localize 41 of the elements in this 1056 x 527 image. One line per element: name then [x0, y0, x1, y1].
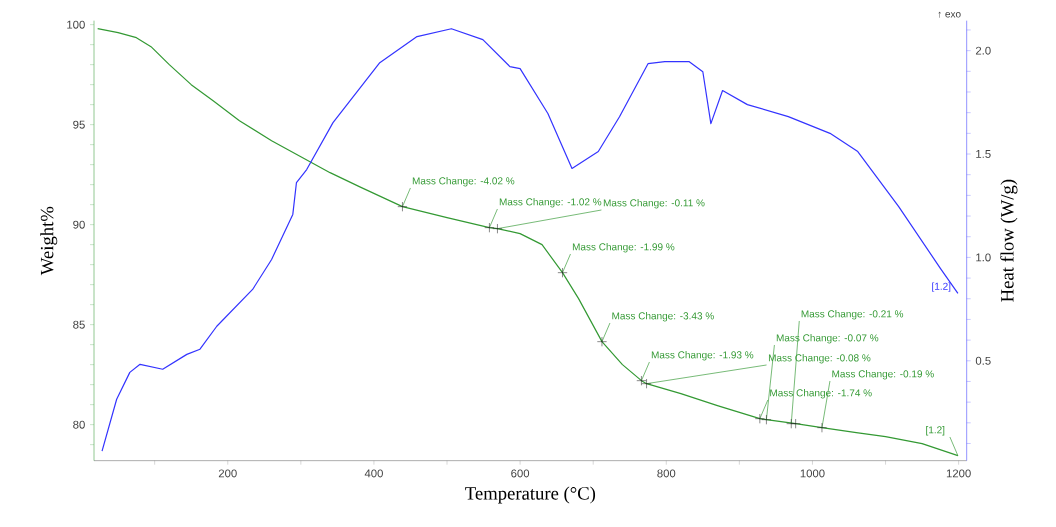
y2-tick-label: 1.5: [976, 150, 991, 159]
y-axis-title: Weight%: [40, 206, 58, 276]
y-tick-label: 90: [73, 220, 85, 229]
x-tick-label: 200: [218, 469, 237, 478]
point: [790, 418, 801, 429]
point: [492, 223, 503, 234]
point: [397, 201, 408, 212]
x-tick-label: 400: [364, 469, 383, 478]
y2-tick-label: 2.0: [975, 46, 991, 55]
annotation: Mass Change: -1.93 %: [651, 351, 754, 361]
y2-axis-title: Heat flow (W/g): [1000, 179, 1018, 302]
annotation: [1.2]: [932, 282, 951, 292]
annotation: [1.2]: [926, 426, 945, 436]
x-axis-title: Temperature (°C): [465, 486, 596, 504]
y2-tick-label: 1.0: [976, 253, 991, 262]
annotation: Mass Change: -0.21 %: [801, 310, 904, 320]
y-tick-label: 95: [73, 120, 85, 129]
annotation: Mass Change: -0.08 %: [768, 354, 871, 364]
annotation: Mass Change: -0.07 %: [776, 334, 879, 344]
point: [484, 222, 495, 233]
point: [557, 267, 568, 278]
annotation: Mass Change: -0.11 %: [603, 199, 705, 209]
annotation: Mass Change: -1.99 %: [572, 243, 675, 253]
y-tick-label: 100: [67, 20, 85, 29]
y-tick-label: 85: [73, 320, 85, 329]
annotation: Mass Change: -1.74 %: [770, 389, 872, 399]
annotation: Mass Change: -4.02 %: [412, 177, 515, 187]
text: ↑ exo: [938, 11, 961, 18]
point: [754, 413, 765, 424]
annotation: Mass Change: -1.02 %: [499, 198, 602, 208]
annotation: Mass Change: -0.19 %: [832, 370, 934, 380]
point: [597, 336, 607, 347]
x-tick-label: 800: [657, 469, 676, 478]
y2-tick-label: 0.5: [975, 356, 991, 365]
x-tick-label: 1200: [946, 469, 971, 478]
point: [817, 422, 827, 433]
point: [761, 414, 772, 425]
x-tick-label: 1000: [800, 469, 825, 478]
annotation: Mass Change: -3.43 %: [612, 312, 714, 322]
x-tick-label: 600: [511, 469, 530, 478]
y-tick-label: 80: [73, 420, 85, 429]
